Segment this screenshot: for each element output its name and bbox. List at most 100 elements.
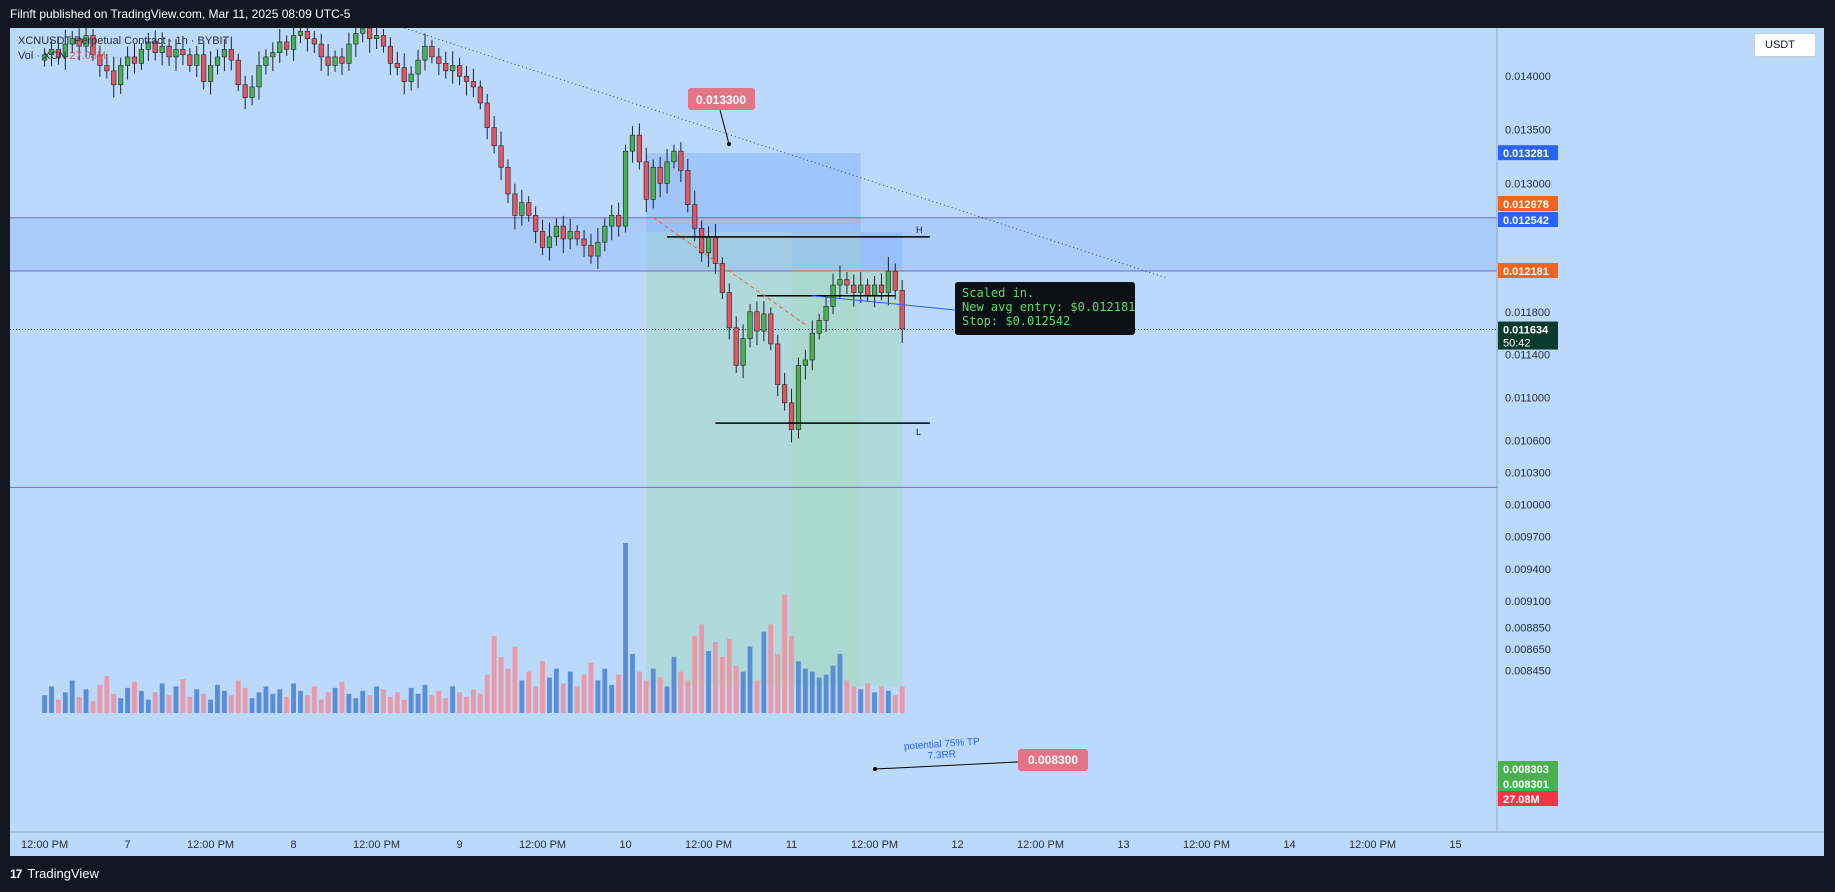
candle-body — [249, 86, 255, 98]
volume-bar — [636, 671, 642, 713]
time-tick-label: 15 — [1449, 839, 1461, 851]
volume-bar — [491, 636, 497, 713]
candle-body — [899, 290, 905, 330]
volume-bar — [713, 642, 718, 713]
candle-body — [823, 306, 829, 321]
candle-body — [712, 236, 719, 264]
price-badge-label: 27.08M — [1503, 794, 1540, 806]
volume-bar — [470, 689, 476, 713]
volume-bar — [304, 695, 310, 713]
candle-body — [415, 59, 421, 75]
candle-body — [48, 49, 55, 56]
price-badge-label: 0.013281 — [1503, 148, 1549, 160]
candle-body — [795, 365, 802, 430]
candle-body — [574, 231, 580, 240]
candle-body — [297, 30, 304, 36]
candle-body — [380, 35, 387, 47]
volume-bar — [553, 668, 559, 713]
candle-body — [726, 292, 732, 329]
price-chart[interactable]: H L 0.013300 0.008300 potential 75% TP7.3RR 0… — [10, 28, 1824, 856]
volume-bar — [719, 656, 725, 713]
candle-body — [373, 35, 380, 40]
volume-bar — [726, 639, 732, 713]
volume-bar — [796, 661, 801, 713]
candle-body — [754, 311, 760, 332]
candle-body — [892, 270, 898, 291]
volume-bar — [858, 689, 864, 713]
volume-bar — [408, 687, 414, 713]
volume-bar — [671, 656, 677, 713]
resistance-band — [10, 217, 1497, 271]
volume-bar — [457, 692, 462, 713]
candle-body — [187, 54, 193, 66]
candle-body — [118, 65, 124, 86]
volume-bar — [547, 677, 552, 713]
candle-body — [97, 54, 103, 66]
candle-body — [477, 86, 483, 104]
candle-body — [353, 33, 359, 45]
candle-body — [491, 127, 497, 147]
price-badge-bg — [1498, 321, 1558, 350]
candle-body — [325, 56, 331, 66]
candle-body — [526, 202, 532, 216]
volume-bar — [263, 686, 269, 713]
candle-body — [844, 279, 850, 286]
price-tick-label: 0.010600 — [1505, 435, 1551, 447]
volume-bar — [823, 674, 829, 713]
candle-body — [539, 231, 546, 248]
candle-body — [270, 52, 276, 58]
candle-body — [228, 49, 234, 61]
published-text: Filnft published on TradingView.com, Mar… — [10, 7, 351, 21]
candle-body — [346, 43, 352, 64]
volume-bar — [706, 650, 711, 713]
volume-bar — [339, 681, 345, 713]
volume-bar — [394, 692, 400, 713]
candle-body — [41, 54, 48, 61]
volume-bar — [145, 699, 151, 713]
volume-bar — [104, 676, 110, 713]
volume-bar — [387, 696, 393, 713]
volume-bar — [270, 693, 276, 713]
volume-bar — [97, 684, 103, 713]
volume-bar — [125, 687, 130, 713]
candle-body — [207, 65, 214, 82]
volume-bar — [892, 695, 898, 713]
annotation-line-1: Scaled in. — [962, 286, 1035, 300]
volume-bar — [311, 686, 317, 713]
volume-bar — [138, 690, 144, 713]
volume-bar — [526, 671, 532, 713]
candle-body — [533, 215, 539, 232]
candle-body — [360, 28, 366, 34]
price-badge-bg — [1498, 196, 1558, 211]
price-badge-bg — [1498, 145, 1558, 161]
price-badge-label: 0.012181 — [1503, 266, 1549, 278]
volume-bar — [789, 636, 794, 713]
volume-bar — [422, 684, 428, 713]
volume-bar — [505, 668, 511, 713]
volume-bar — [802, 668, 808, 713]
volume-bar — [588, 662, 594, 713]
volume-bar — [325, 692, 331, 713]
candle-body — [609, 215, 615, 227]
candle-body — [616, 215, 622, 227]
volume-value: 27.08M — [69, 50, 107, 62]
candle-body — [408, 73, 414, 82]
time-tick-label: 12:00 PM — [1017, 839, 1064, 851]
candle-body — [111, 70, 117, 86]
price-tick-label: 0.008850 — [1505, 623, 1551, 635]
volume-bar — [761, 631, 767, 713]
candle-body — [581, 238, 587, 246]
volume-bar — [809, 671, 815, 713]
volume-bar — [477, 693, 483, 713]
chart-area[interactable]: H L 0.013300 0.008300 potential 75% TP 7.3RR 0… — [10, 28, 1824, 856]
price-badge-label: 0.012678 — [1503, 199, 1549, 211]
volume-bar — [436, 690, 442, 713]
price-tick-label: 0.009100 — [1505, 596, 1551, 608]
volume-bar — [865, 683, 871, 713]
time-tick-label: 12:00 PM — [1183, 839, 1230, 851]
time-tick-label: 12:00 PM — [851, 839, 898, 851]
tp-label-line-2: 7.3RR — [927, 749, 956, 762]
candle-body — [885, 270, 891, 293]
currency-button[interactable]: USDT — [1754, 33, 1816, 57]
time-tick-label: 8 — [291, 839, 297, 851]
